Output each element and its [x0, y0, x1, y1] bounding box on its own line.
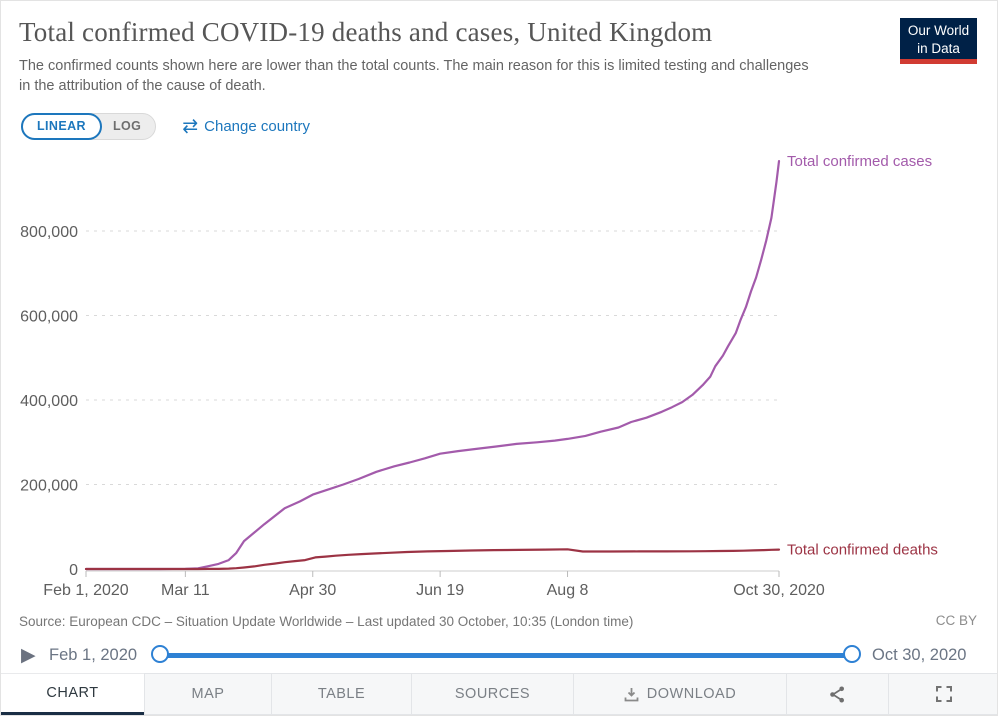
logo-line-2: in Data: [917, 40, 960, 56]
total-confirmed-cases-line[interactable]: [84, 160, 781, 571]
timeline-start-handle[interactable]: [151, 645, 169, 663]
series-label: Total confirmed cases: [787, 153, 932, 170]
y-axis-tick-label: 600,000: [20, 309, 78, 326]
y-axis-tick-label: 0: [69, 562, 78, 579]
tab-table-label: TABLE: [317, 686, 366, 702]
x-axis-tick-label: Oct 30, 2020: [733, 582, 825, 599]
fullscreen-icon: [935, 686, 952, 702]
timeline-end-handle[interactable]: [843, 645, 861, 663]
change-country-label: Change country: [204, 117, 311, 135]
tab-map-label: MAP: [191, 686, 225, 702]
logo-line-1: Our World: [907, 23, 970, 38]
x-axis-tick-label: Mar 11: [161, 582, 210, 599]
fullscreen-button[interactable]: [888, 673, 997, 715]
series-label: Total confirmed deaths: [787, 542, 938, 559]
scale-toggle: LINEAR LOG: [21, 112, 157, 140]
owid-logo[interactable]: Our World in Data: [900, 18, 977, 64]
chart-controls: LINEAR LOG ⇄ Change country: [21, 112, 310, 140]
tab-table[interactable]: TABLE: [271, 673, 411, 715]
source-text: Source: European CDC – Situation Update …: [19, 614, 634, 629]
linear-scale-button[interactable]: LINEAR: [21, 112, 102, 140]
swap-arrows-icon: ⇄: [182, 115, 199, 137]
tab-chart[interactable]: CHART: [1, 673, 144, 715]
x-axis-tick-label: Feb 1, 2020: [43, 582, 129, 599]
page-title: Total confirmed COVID-19 deaths and case…: [19, 17, 713, 47]
total-confirmed-deaths-line[interactable]: [84, 548, 781, 571]
x-axis-tick-label: Aug 8: [547, 582, 589, 599]
change-country-button[interactable]: ⇄ Change country: [182, 117, 310, 136]
tab-download[interactable]: DOWNLOAD: [573, 673, 786, 715]
share-icon: [829, 686, 846, 703]
y-axis-tick-label: 400,000: [20, 393, 78, 410]
y-axis-tick-label: 800,000: [20, 224, 78, 241]
timeline-end-label: Oct 30, 2020: [872, 646, 967, 664]
log-scale-button[interactable]: LOG: [112, 119, 142, 133]
source-row: Source: European CDC – Situation Update …: [1, 613, 997, 631]
tab-map[interactable]: MAP: [144, 673, 271, 715]
footer-tabbar: CHART MAP TABLE SOURCES DOWNLOAD: [1, 673, 997, 715]
y-axis-tick-label: 200,000: [20, 478, 78, 495]
tab-sources-label: SOURCES: [454, 686, 531, 702]
share-button[interactable]: [786, 673, 888, 715]
timeline-track[interactable]: [160, 653, 852, 658]
timeline: ▶ Feb 1, 2020 Oct 30, 2020: [1, 639, 997, 673]
chart-subtitle: The confirmed counts shown here are lowe…: [19, 58, 809, 94]
tab-download-label: DOWNLOAD: [646, 686, 737, 702]
tab-chart-label: CHART: [46, 685, 99, 701]
timeline-start-label: Feb 1, 2020: [49, 646, 138, 664]
play-button[interactable]: ▶: [21, 645, 36, 666]
x-axis-tick-label: Jun 19: [416, 582, 464, 599]
x-axis-tick-label: Apr 30: [289, 582, 336, 599]
download-icon: [624, 687, 639, 702]
tab-sources[interactable]: SOURCES: [411, 673, 573, 715]
license-badge[interactable]: CC BY: [935, 613, 977, 628]
